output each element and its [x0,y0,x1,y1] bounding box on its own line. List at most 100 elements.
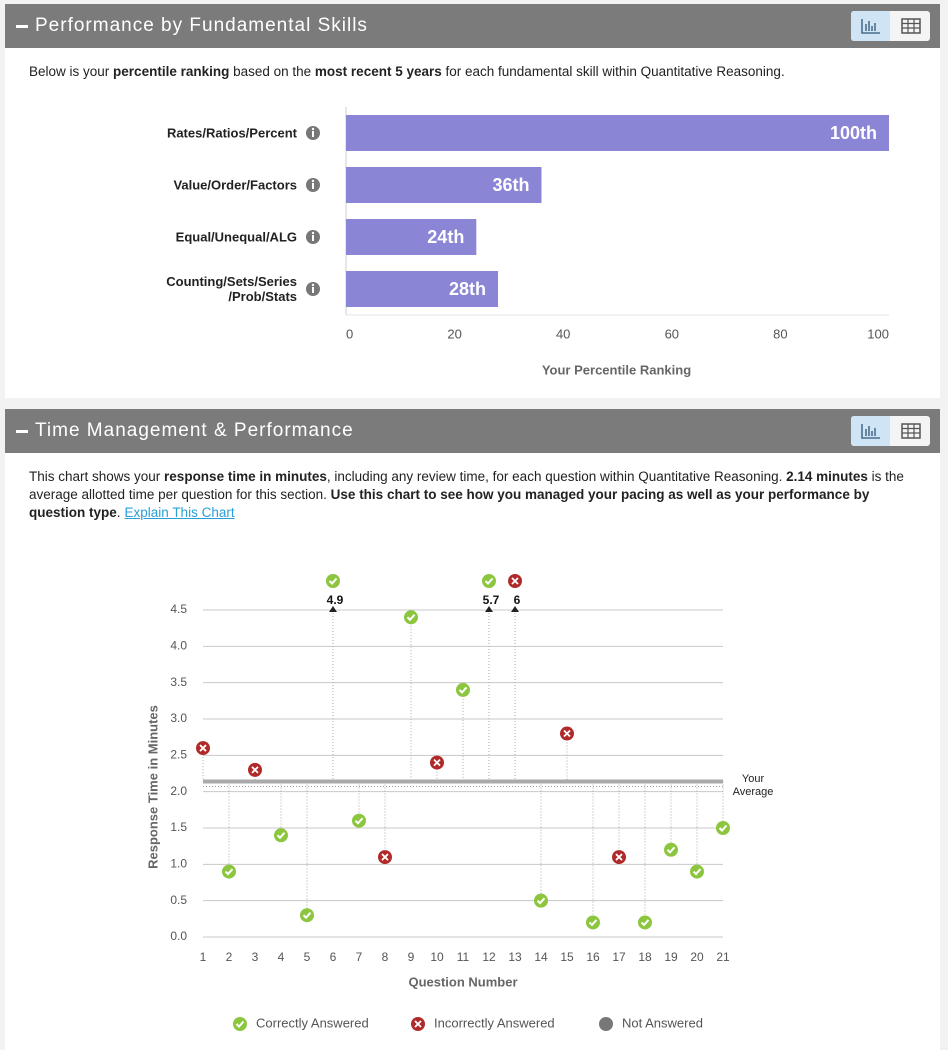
x-tick-label: 19 [664,950,678,964]
marker-check [458,686,468,694]
info-icon-glyph [311,179,315,183]
x-tick-label: 21 [716,950,730,964]
bar [346,115,889,151]
x-tick-label: 6 [330,950,337,964]
marker-check [224,868,234,876]
bar-value-label: 28th [449,279,486,299]
y-tick-label: 1.0 [170,857,187,871]
data-point [482,574,496,588]
intro-text: based on the [229,64,315,79]
x-tick-label: 20 [690,950,704,964]
x-tick-label: 60 [665,326,679,341]
category-label: Rates/Ratios/Percent [166,125,297,141]
x-tick-label: 0 [346,326,353,341]
category-label: Equal/Unequal/ALG [175,229,297,245]
toggle-icons [861,423,921,439]
intro-text: is the average allotted time per questio… [29,469,904,502]
marker-cross [433,758,441,767]
marker-check [588,919,598,927]
time-header[interactable]: Time Management & Performance [5,409,940,453]
x-tick-label: 80 [773,326,787,341]
legend-label: Not Answered [622,1015,703,1030]
x-axis-label: Your Percentile Ranking [542,362,691,377]
chart-view-button[interactable] [851,416,890,446]
bar [346,219,477,255]
overflow-value-label: 4.9 [327,593,344,607]
marker-check [640,919,650,927]
section-intro: Below is your percentile ranking based o… [29,63,924,81]
data-point [248,762,262,777]
marker-circle [599,1017,613,1031]
intro-text: percentile ranking [113,64,230,79]
category-label: Counting/Sets/Series /Prob/Stats [166,274,297,304]
info-icon-glyph [311,231,315,235]
marker-check [302,912,312,920]
marker-check [484,577,494,585]
data-point [352,813,366,828]
section-title: Performance by Fundamental Skills [35,15,368,36]
y-axis-label: Response Time in Minutes [145,705,160,869]
collapse-icon[interactable] [16,25,28,28]
marker-check [276,832,286,840]
info-icon-glyph [312,235,314,241]
x-tick-label: 9 [408,950,415,964]
legend-marker [599,1017,613,1031]
y-tick-label: 0.5 [170,893,187,907]
x-tick-label: 5 [304,950,311,964]
overflow-value-label: 5.7 [483,593,500,607]
skills-header[interactable]: Performance by Fundamental Skills [5,4,940,48]
data-point [378,850,392,865]
section-intro: This chart shows your response time in m… [29,468,924,522]
intro-text: Use this chart to see how you managed yo… [29,487,870,520]
intro-text: , including any review time, for each qu… [326,469,787,484]
x-tick-label: 7 [356,950,363,964]
data-point [430,755,444,770]
marker-cross [251,766,259,774]
y-tick-label: 4.5 [170,602,187,616]
data-point [612,850,626,865]
average-label: Your Average [732,773,774,798]
legend-marker [411,1017,425,1031]
overflow-arrow [511,606,519,612]
legend-marker [233,1017,247,1031]
data-point [222,864,236,879]
marker-cross [511,577,519,585]
legend-label: Incorrectly Answered [434,1015,555,1030]
y-tick-label: 2.5 [170,748,187,762]
bar-value-label: 24th [427,227,464,247]
x-tick-label: 2 [226,950,233,964]
marker-check [666,846,676,854]
time-panel [5,453,940,1050]
marker-check [718,824,728,832]
info-icon-glyph [312,287,314,293]
x-tick-label: 3 [252,950,259,964]
intro-text: most recent 5 years [314,64,442,79]
intro-text: for each fundamental skill within Quanti… [441,64,785,79]
intro-text: 2.14 minutes [786,469,868,484]
intro-text: . [116,505,121,520]
x-tick-label: 40 [556,326,570,341]
x-tick-label: 20 [447,326,461,341]
intro-text: This chart shows your [29,469,165,484]
data-point [456,682,470,697]
section-title: Time Management & Performance [35,420,354,441]
marker-check [354,817,364,825]
data-point [300,908,314,923]
marker-cross [381,853,389,861]
collapse-icon[interactable] [16,430,28,433]
data-point [664,842,678,857]
explain-link[interactable]: Explain This Chart [124,505,235,520]
x-axis-label: Question Number [408,974,517,989]
data-point [274,828,288,843]
marker-check [328,577,338,585]
data-point [404,610,418,625]
intro-text: response time in minutes [164,469,327,484]
data-point [716,821,730,835]
x-tick-label: 13 [508,950,522,964]
chart-view-button[interactable] [851,11,890,41]
info-icon-glyph [311,127,315,131]
marker-cross [563,729,571,738]
x-tick-label: 16 [586,950,600,964]
